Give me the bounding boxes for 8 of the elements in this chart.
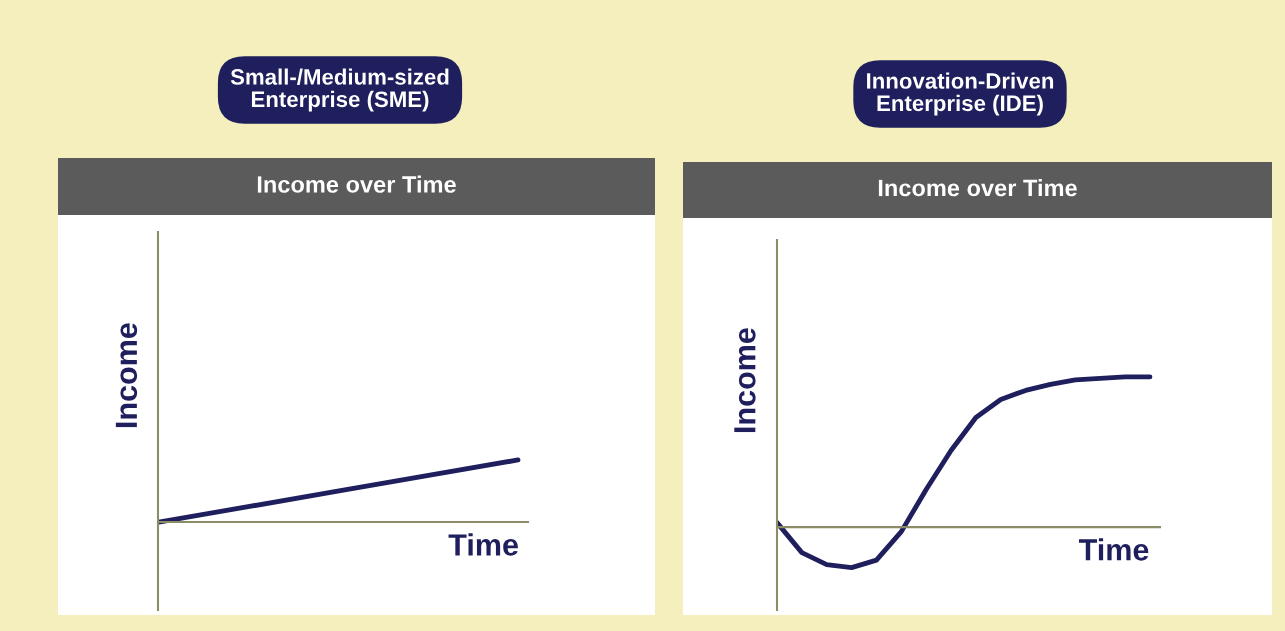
chart-title: Innovation-Driven Enterprise (IDE): [867, 72, 1054, 116]
x-axis-title: Time: [448, 533, 518, 556]
chart-subtitle: Income over Time: [257, 175, 456, 193]
chart-title: Small-/Medium-sized Enterprise (SME): [230, 68, 449, 112]
y-axis-title: Income: [115, 323, 138, 428]
y-axis-title: Income: [734, 328, 756, 433]
x-axis-title: Time: [1078, 538, 1149, 561]
chart-subtitle: Income over Time: [878, 178, 1077, 197]
